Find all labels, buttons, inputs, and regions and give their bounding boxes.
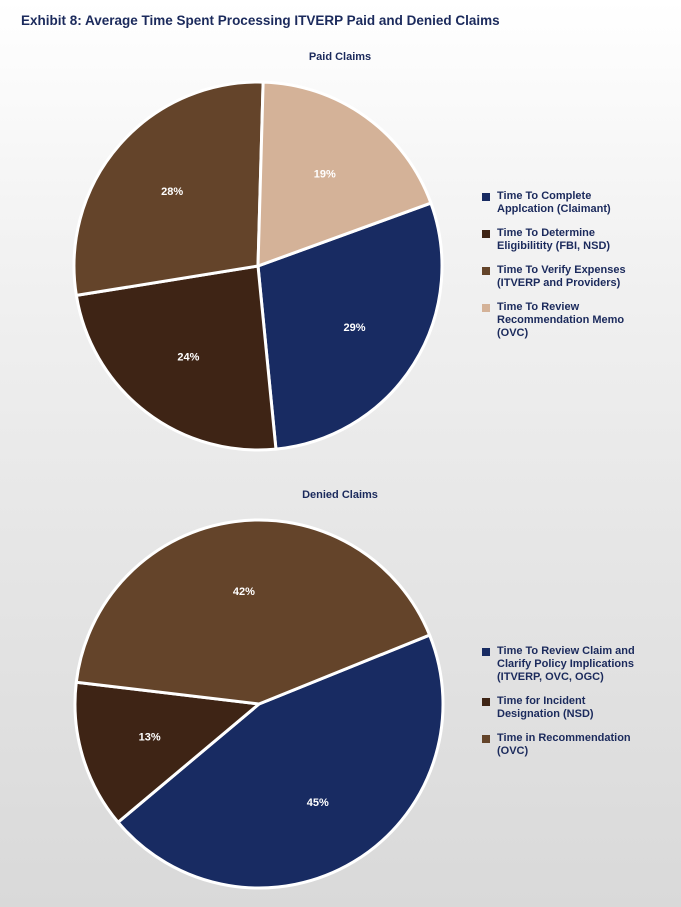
exhibit-title: Exhibit 8: Average Time Spent Processing… [21,13,500,28]
denied-legend-swatch-1 [482,698,490,706]
paid-legend-swatch-2 [482,267,490,275]
paid-data-label-3: 19% [314,168,336,180]
denied-legend-item-1: Time for Incident Designation (NSD) [482,695,672,721]
paid-data-label-2: 28% [161,186,183,198]
paid-legend-label-1: Time To Determine Eligibilitity (FBI, NS… [497,227,611,252]
denied-legend-swatch-0 [482,648,490,656]
paid-data-label-0: 29% [344,322,366,334]
denied-data-label-2: 42% [233,586,255,598]
paid-legend-label-0: Time To Complete Applcation (Claimant) [497,190,611,215]
paid-legend-swatch-3 [482,304,490,312]
paid-slice-3 [256,80,433,268]
paid-slice-0 [256,201,444,451]
paid-claims-legend: Time To Complete Applcation (Claimant) Ti… [482,190,672,351]
denied-claims-title: Denied Claims [302,489,378,501]
denied-legend-label-2: Time in Recommendation (OVC) [497,732,631,757]
paid-legend-label-2: Time To Verify Expenses (ITVERP and Prov… [497,264,626,289]
denied-data-label-0: 45% [307,797,329,809]
denied-slice-1 [73,680,261,824]
paid-legend-label-3: Time To Review Recommendation Memo (OVC) [497,301,625,339]
paid-legend-item-0: Time To Complete Applcation (Claimant) [482,190,672,216]
paid-slice-2 [72,80,265,297]
paid-legend-item-2: Time To Verify Expenses (ITVERP and Prov… [482,264,672,290]
paid-legend-swatch-0 [482,193,490,201]
paid-claims-title: Paid Claims [308,51,372,63]
paid-data-label-1: 24% [177,351,199,363]
denied-legend-label-0: Time To Review Claim and Clarify Policy … [497,645,635,683]
paid-legend-item-1: Time To Determine Eligibilitity (FBI, NS… [482,227,672,253]
denied-legend-item-2: Time in Recommendation (OVC) [482,732,672,758]
denied-data-label-1: 13% [139,732,161,744]
denied-slice-2 [74,518,432,706]
paid-slice-1 [74,264,278,452]
paid-legend-swatch-1 [482,230,490,238]
denied-slice-0 [116,633,445,890]
denied-legend-swatch-2 [482,735,490,743]
denied-legend-item-0: Time To Review Claim and Clarify Policy … [482,645,672,684]
denied-claims-legend: Time To Review Claim and Clarify Policy … [482,645,672,769]
paid-legend-item-3: Time To Review Recommendation Memo (OVC) [482,301,672,340]
denied-legend-label-1: Time for Incident Designation (NSD) [497,695,594,720]
